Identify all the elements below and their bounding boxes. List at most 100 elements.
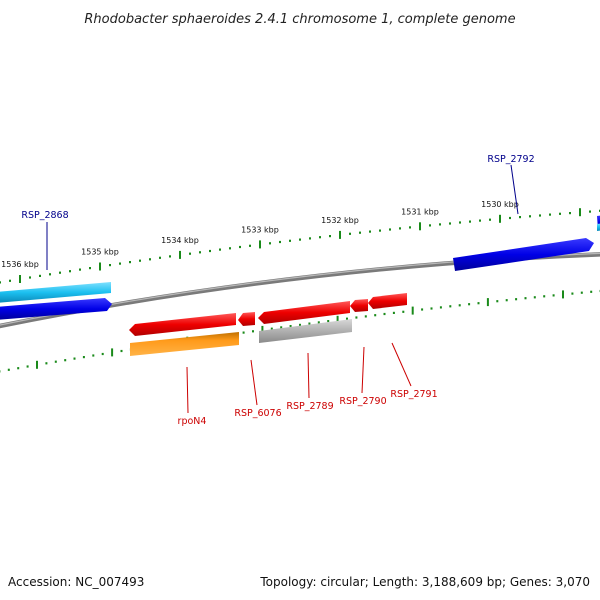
- outer-scale-minor-tick: [459, 221, 461, 224]
- outer-scale-major-tick: [259, 240, 261, 249]
- outer-scale-minor-tick: [519, 216, 521, 219]
- outer-scale-minor-tick: [509, 216, 511, 220]
- inner-scale-minor-tick: [449, 305, 452, 308]
- gene-rsp-2792[interactable]: [453, 238, 594, 271]
- inner-scale-minor-tick: [73, 357, 76, 360]
- label-rsp-2790[interactable]: RSP_2790: [339, 396, 386, 407]
- inner-scale-minor-tick: [54, 360, 57, 363]
- inner-scale-minor-tick: [524, 297, 527, 300]
- inner-scale-minor-tick: [101, 352, 104, 356]
- gene-rsp-2791[interactable]: [368, 293, 407, 309]
- inner-scale-minor-tick: [82, 356, 85, 359]
- outer-scale-minor-tick: [399, 227, 401, 230]
- label-rsp-2791[interactable]: RSP_2791: [390, 389, 437, 400]
- outer-scale-major-tick: [499, 214, 501, 223]
- inner-scale-minor-tick: [374, 314, 377, 317]
- inner-scale-minor-tick: [580, 291, 583, 294]
- outer-scale-minor-tick: [119, 262, 121, 265]
- gene-rsp-2789-pseudo[interactable]: [259, 319, 352, 343]
- outer-scale-minor-tick: [129, 261, 131, 264]
- inner-scale-minor-tick: [92, 354, 95, 357]
- scale-labels: 1536 kbp 1535 kbp 1534 kbp 1533 kbp 1532 kbp…: [1, 200, 519, 269]
- outer-scale-minor-tick: [539, 214, 541, 217]
- inner-scale-minor-tick: [289, 325, 292, 328]
- outer-scale-minor-tick: [219, 248, 221, 251]
- outer-scale-minor-tick: [39, 274, 41, 277]
- accession-text: Accession: NC_007493: [8, 575, 144, 589]
- scale-label: 1531 kbp: [401, 207, 439, 216]
- inner-scale-minor-tick: [317, 321, 320, 324]
- inner-scale-minor-tick: [543, 295, 546, 298]
- outer-scale-minor-tick: [329, 235, 331, 238]
- inner-scale-minor-tick: [280, 326, 283, 329]
- inner-scale-minor-tick: [120, 349, 123, 353]
- inner-scale-minor-tick: [421, 308, 424, 311]
- label-leaders: [46, 164, 519, 414]
- outer-scale-minor-tick: [209, 249, 211, 253]
- inner-scale-minor-tick: [26, 365, 29, 368]
- gene-edge-fragment-cyan[interactable]: [597, 223, 600, 231]
- outer-scale-minor-tick: [89, 267, 91, 270]
- gene-rpon4[interactable]: [129, 313, 236, 336]
- outer-scale-minor-tick: [429, 224, 431, 227]
- label-rsp-2868[interactable]: RSP_2868: [21, 210, 68, 221]
- label-rpon4[interactable]: rpoN4: [178, 416, 207, 427]
- gene-rpon4-rna[interactable]: [130, 332, 239, 356]
- leader-rsp-6076: [250, 359, 258, 406]
- gene-rsp-2868-rna[interactable]: [0, 282, 111, 303]
- gene-rsp-6076[interactable]: [238, 312, 255, 326]
- inner-scale-minor-tick: [533, 296, 536, 299]
- scale-label: 1532 kbp: [321, 216, 359, 225]
- inner-scale-minor-tick: [505, 299, 508, 302]
- outer-scale-minor-tick: [389, 228, 391, 231]
- scale-label: 1535 kbp: [81, 248, 119, 257]
- inner-scale-minor-tick: [590, 290, 593, 293]
- inner-scale-major-tick: [336, 315, 339, 324]
- gene-rsp-2868[interactable]: [0, 298, 112, 320]
- inner-scale-minor-tick: [458, 304, 461, 307]
- outer-scale-minor-tick: [9, 279, 11, 282]
- reverse-strand-genes: [129, 293, 407, 356]
- inner-scale-major-tick: [486, 298, 489, 307]
- outer-scale-minor-tick: [169, 255, 171, 258]
- outer-scale-minor-tick: [249, 244, 251, 247]
- gene-rsp-2790[interactable]: [350, 299, 368, 312]
- gene-labels: RSP_2868 RSP_2792 rpoN4 RSP_6076 RSP_278…: [21, 154, 534, 427]
- inner-scale-minor-tick: [242, 331, 245, 334]
- inner-scale-minor-tick: [515, 298, 518, 301]
- leader-rsp-2790: [361, 346, 365, 394]
- label-rsp-6076[interactable]: RSP_6076: [234, 408, 281, 419]
- outer-scale-minor-tick: [139, 259, 141, 262]
- outer-scale-major-tick: [419, 222, 421, 231]
- outer-scale-minor-tick: [469, 220, 471, 223]
- outer-scale-minor-tick: [479, 219, 481, 222]
- inner-scale-minor-tick: [308, 322, 311, 325]
- scale-ticks-outer: [0, 208, 600, 284]
- inner-scale-minor-tick: [17, 367, 20, 370]
- outer-scale-minor-tick: [69, 270, 71, 273]
- outer-scale-minor-tick: [0, 281, 1, 284]
- inner-scale-minor-tick: [392, 311, 395, 314]
- outer-scale-minor-tick: [359, 231, 361, 234]
- label-rsp-2789[interactable]: RSP_2789: [286, 401, 333, 412]
- outer-scale-minor-tick: [269, 242, 271, 245]
- outer-scale-minor-tick: [289, 239, 291, 242]
- scale-label: 1533 kbp: [241, 225, 279, 234]
- label-rsp-2792[interactable]: RSP_2792: [487, 154, 534, 165]
- leader-rpon4: [186, 366, 189, 414]
- gene-rsp-2789[interactable]: [258, 301, 350, 324]
- outer-scale-minor-tick: [439, 223, 441, 226]
- outer-scale-minor-tick: [549, 213, 551, 216]
- inner-scale-minor-tick: [571, 292, 574, 295]
- outer-scale-minor-tick: [199, 251, 201, 254]
- outer-scale-major-tick: [579, 208, 581, 217]
- outer-scale-minor-tick: [229, 247, 231, 250]
- outer-scale-minor-tick: [159, 256, 161, 259]
- outer-scale-minor-tick: [79, 268, 81, 271]
- outer-scale-minor-tick: [279, 240, 281, 244]
- map-title: Rhodobacter sphaeroides 2.4.1 chromosome…: [84, 12, 515, 27]
- outer-scale-minor-tick: [239, 245, 241, 249]
- inner-scale-minor-tick: [496, 300, 499, 303]
- scale-label: 1534 kbp: [161, 236, 199, 245]
- inner-scale-minor-tick: [468, 303, 471, 306]
